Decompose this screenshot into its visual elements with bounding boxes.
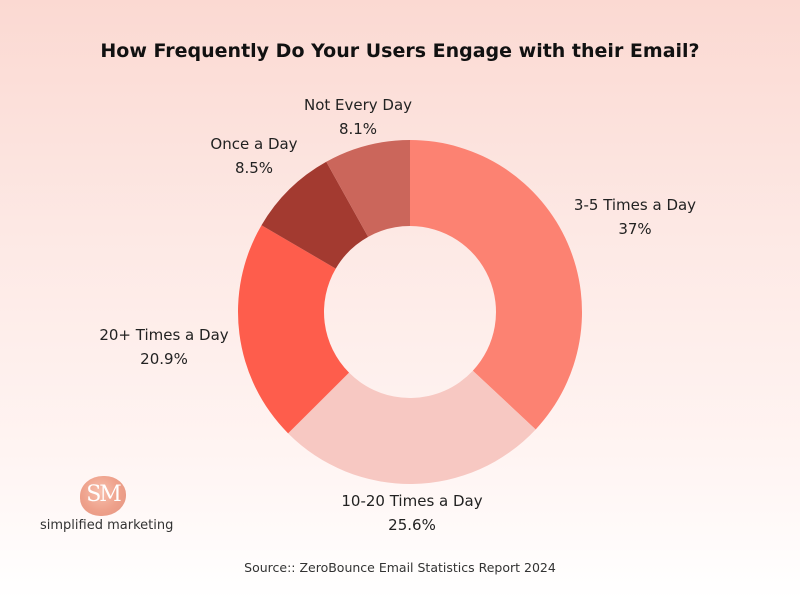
slice-value-10-20-times-a-day: 25.6% bbox=[388, 516, 436, 534]
slice-label-20-times-a-day: 20+ Times a Day bbox=[99, 326, 228, 344]
slice-label-not-every-day: Not Every Day bbox=[304, 96, 412, 114]
slice-not-every-day bbox=[326, 140, 410, 237]
slice-label-once-a-day: Once a Day bbox=[210, 135, 297, 153]
logo-monogram: SM bbox=[86, 482, 122, 507]
donut-slices bbox=[237, 140, 582, 484]
slice-3-5-times-a-day bbox=[410, 140, 582, 430]
slice-value-not-every-day: 8.1% bbox=[339, 120, 377, 138]
slice-value-once-a-day: 8.5% bbox=[235, 159, 273, 177]
logo-watercolor-mark bbox=[80, 476, 126, 516]
logo-text: simplified marketing bbox=[40, 518, 174, 533]
chart-title: How Frequently Do Your Users Engage with… bbox=[100, 40, 700, 62]
slice-value-20-times-a-day: 20.9% bbox=[140, 350, 188, 368]
slice-once-a-day bbox=[261, 161, 369, 269]
slice-value-3-5-times-a-day: 37% bbox=[618, 220, 651, 238]
slice-label-3-5-times-a-day: 3-5 Times a Day bbox=[574, 196, 696, 214]
slice-label-10-20-times-a-day: 10-20 Times a Day bbox=[341, 492, 482, 510]
slice-10-20-times-a-day bbox=[288, 370, 536, 484]
source-note: Source:: ZeroBounce Email Statistics Rep… bbox=[244, 560, 556, 575]
slice-20-times-a-day bbox=[237, 225, 350, 434]
brand-logo: SM simplified marketing bbox=[40, 474, 174, 544]
slice-labels: 3-5 Times a Day 37% 10-20 Times a Day 25.6%… bbox=[99, 96, 696, 534]
